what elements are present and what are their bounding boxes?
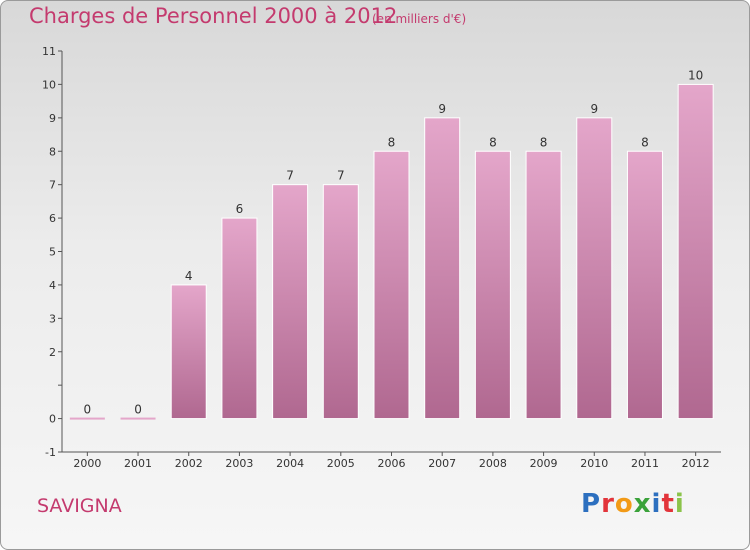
y-tick-label: 10 xyxy=(42,78,56,91)
data-label: 6 xyxy=(236,202,244,216)
data-label: 4 xyxy=(185,269,193,283)
y-tick-label: 9 xyxy=(49,112,56,125)
x-tick-label: 2011 xyxy=(631,457,659,470)
logo-letter: o xyxy=(614,489,634,519)
chart-bars: 0 0 4 6 7 7 8 9 8 8 9 8 10 xyxy=(69,68,714,420)
bar xyxy=(424,117,461,420)
y-tick-label: 7 xyxy=(49,179,56,192)
logo-letter: i xyxy=(651,489,662,519)
data-label: 8 xyxy=(388,135,396,149)
data-label: 10 xyxy=(688,68,703,82)
y-tick-label: 2 xyxy=(49,346,56,359)
logo-letter: x xyxy=(633,489,652,519)
x-tick-label: 2004 xyxy=(276,457,304,470)
proxiti-logo[interactable]: Proxiti xyxy=(581,489,685,519)
bar xyxy=(525,150,562,420)
bar xyxy=(221,217,258,420)
logo-letter: P xyxy=(581,489,602,519)
commune-name: SAVIGNA xyxy=(37,495,122,517)
y-tick-label: 11 xyxy=(42,45,56,58)
bar xyxy=(322,184,359,420)
chart-subtitle: (en milliers d'€) xyxy=(372,12,467,26)
bar xyxy=(120,417,156,420)
bar xyxy=(272,184,309,420)
y-tick-label: -1 xyxy=(45,446,56,459)
x-tick-label: 2003 xyxy=(225,457,253,470)
y-tick-label: 5 xyxy=(49,246,56,259)
x-tick-label: 2009 xyxy=(530,457,558,470)
logo-letter: r xyxy=(601,489,615,519)
x-tick-label: 2007 xyxy=(428,457,456,470)
data-label: 7 xyxy=(286,169,294,183)
data-label: 0 xyxy=(134,403,142,417)
bar xyxy=(373,150,410,420)
bar xyxy=(474,150,511,420)
x-tick-label: 2010 xyxy=(580,457,608,470)
x-tick-label: 2005 xyxy=(327,457,355,470)
data-label: 0 xyxy=(84,403,92,417)
data-label: 9 xyxy=(590,102,598,116)
chart-title: Charges de Personnel 2000 à 2012 xyxy=(29,4,398,28)
bar xyxy=(677,83,714,420)
bar xyxy=(170,284,207,420)
y-tick-label: 4 xyxy=(49,279,56,292)
x-tick-label: 2006 xyxy=(378,457,406,470)
logo-letter: t xyxy=(661,489,675,519)
logo-letter: i xyxy=(674,489,685,519)
y-tick-label: 0 xyxy=(49,413,56,426)
x-tick-label: 2001 xyxy=(124,457,152,470)
y-tick-label: 3 xyxy=(49,312,56,325)
chart-axes: -1 0 2 3 4 5 6 7 8 9 10 11 2000 2001 2002 2003 2004 2005 2… xyxy=(42,45,721,470)
data-label: 8 xyxy=(489,135,497,149)
data-label: 7 xyxy=(337,169,345,183)
bar xyxy=(576,117,613,420)
y-tick-label: 6 xyxy=(49,212,56,225)
data-label: 9 xyxy=(438,102,446,116)
x-tick-label: 2012 xyxy=(682,457,710,470)
bar xyxy=(626,150,663,420)
bar xyxy=(69,417,105,420)
x-tick-label: 2008 xyxy=(479,457,507,470)
x-tick-label: 2000 xyxy=(73,457,101,470)
data-label: 8 xyxy=(641,135,649,149)
data-label: 8 xyxy=(540,135,548,149)
x-tick-label: 2002 xyxy=(175,457,203,470)
y-tick-label: 8 xyxy=(49,145,56,158)
